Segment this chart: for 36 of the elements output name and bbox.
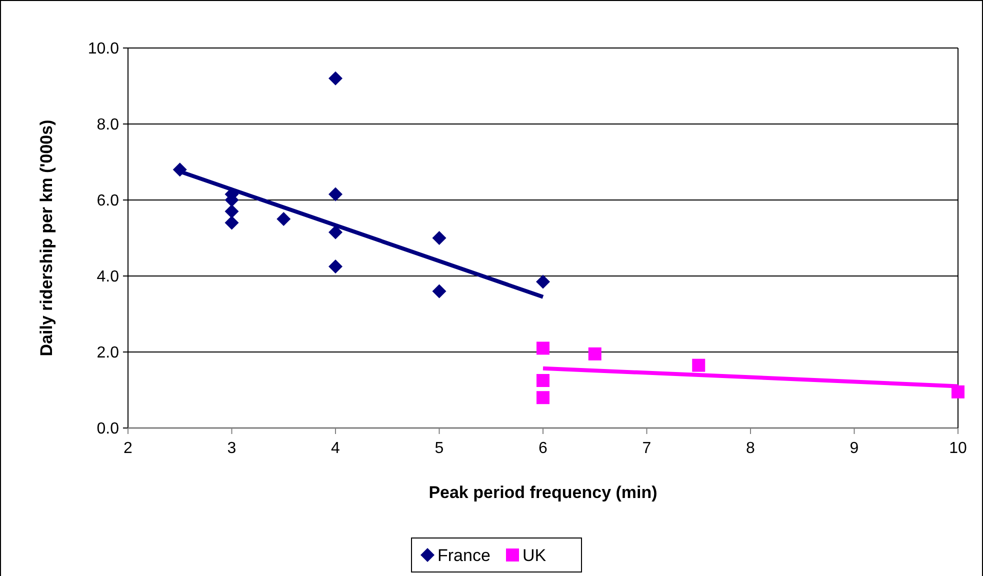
- y-tick-label: 10.0: [88, 40, 120, 58]
- y-tick-label: 8.0: [96, 116, 120, 134]
- x-tick-label: 8: [746, 440, 756, 457]
- point: [536, 391, 550, 404]
- y-tick-label: 6.0: [96, 192, 120, 210]
- point: [432, 231, 446, 245]
- point: [952, 385, 964, 398]
- point: [172, 162, 187, 177]
- x-tick-label: 3: [227, 440, 236, 457]
- legend-label: UK: [522, 546, 547, 565]
- legend-label: France: [438, 546, 490, 565]
- point: [588, 347, 602, 360]
- y-tick-label: 2.0: [96, 344, 120, 362]
- y-axis-title: Daily ridership per km ('000s): [37, 120, 56, 356]
- point: [276, 212, 291, 226]
- point: [328, 260, 342, 274]
- x-tick-label: 7: [642, 440, 652, 457]
- point: [328, 225, 342, 240]
- x-tick-label: 6: [538, 440, 548, 457]
- x-tick-label: 4: [331, 440, 340, 457]
- y-tick-label: 0.0: [96, 420, 120, 438]
- point: [328, 187, 342, 202]
- x-axis-title: Peak period frequency (min): [428, 483, 658, 502]
- point: [692, 358, 706, 372]
- point: [432, 284, 446, 298]
- point: [224, 216, 239, 230]
- point: [536, 374, 550, 387]
- point: [224, 204, 239, 218]
- x-tick-label: 5: [434, 440, 444, 457]
- x-tick-label: 10: [949, 440, 967, 457]
- point: [328, 71, 342, 86]
- y-tick-label: 4.0: [96, 268, 120, 286]
- point: [536, 274, 550, 289]
- x-tick-label: 2: [124, 440, 133, 457]
- point: [536, 342, 550, 355]
- x-tick-label: 9: [850, 440, 859, 457]
